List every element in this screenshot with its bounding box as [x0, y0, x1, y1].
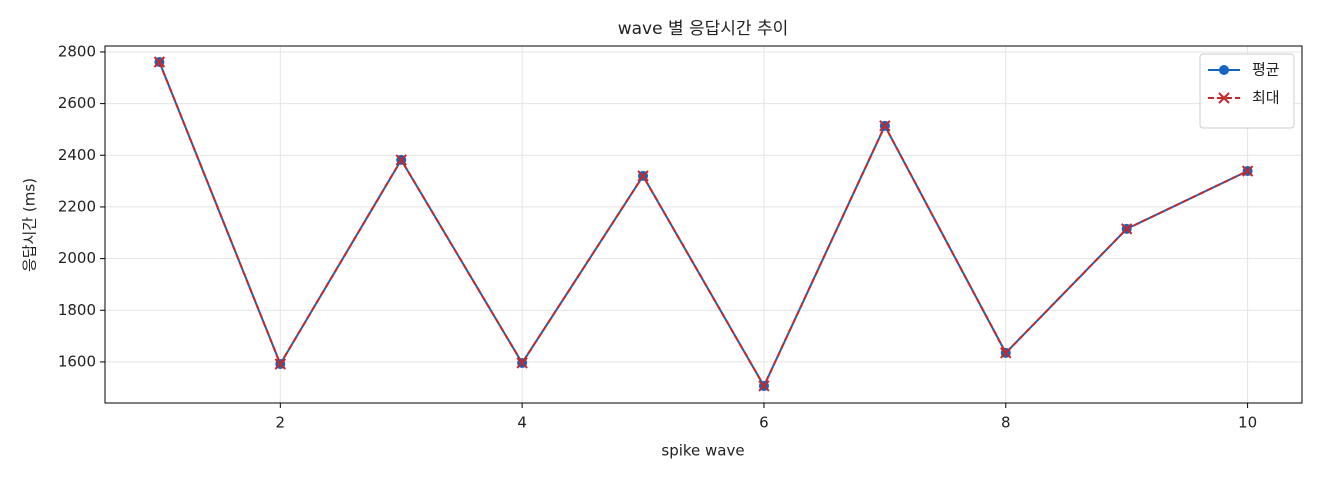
point — [879, 120, 891, 132]
legend-label: 최대 — [1252, 89, 1280, 107]
legend-label: 평균 — [1252, 61, 1280, 79]
x-tick-label: 2 — [276, 414, 286, 432]
x-tick-label: 6 — [759, 414, 769, 432]
y-tick-label: 2000 — [58, 249, 96, 267]
point — [274, 358, 287, 370]
legend-box — [1199, 53, 1295, 129]
y-tick-label: 1600 — [58, 352, 96, 370]
plot-frame — [104, 45, 1303, 404]
legend-marker — [1218, 92, 1230, 104]
x-axis-label: spike wave — [661, 442, 744, 460]
chart-title: wave 별 응답시간 추이 — [618, 19, 789, 39]
y-tick-label: 2600 — [58, 94, 96, 112]
x-tick-label: 4 — [517, 414, 527, 432]
y-tick-label: 1800 — [58, 301, 96, 319]
point — [153, 56, 166, 68]
y-axis-label: 응답시간 (ms) — [21, 178, 39, 272]
x-tick-label: 8 — [1001, 414, 1011, 432]
series-line — [158, 61, 1249, 389]
point — [1241, 165, 1254, 177]
point — [395, 154, 407, 166]
point — [1000, 347, 1012, 359]
point — [637, 170, 649, 182]
point — [758, 380, 770, 392]
point — [516, 357, 528, 369]
plot — [153, 56, 1254, 392]
x-tick-label: 10 — [1238, 414, 1257, 432]
y-tick-label: 2200 — [58, 197, 96, 215]
y-tick-label: 2400 — [58, 146, 96, 164]
point — [1120, 223, 1133, 235]
legend-marker — [1219, 65, 1229, 75]
y-tick-label: 2800 — [58, 42, 96, 60]
